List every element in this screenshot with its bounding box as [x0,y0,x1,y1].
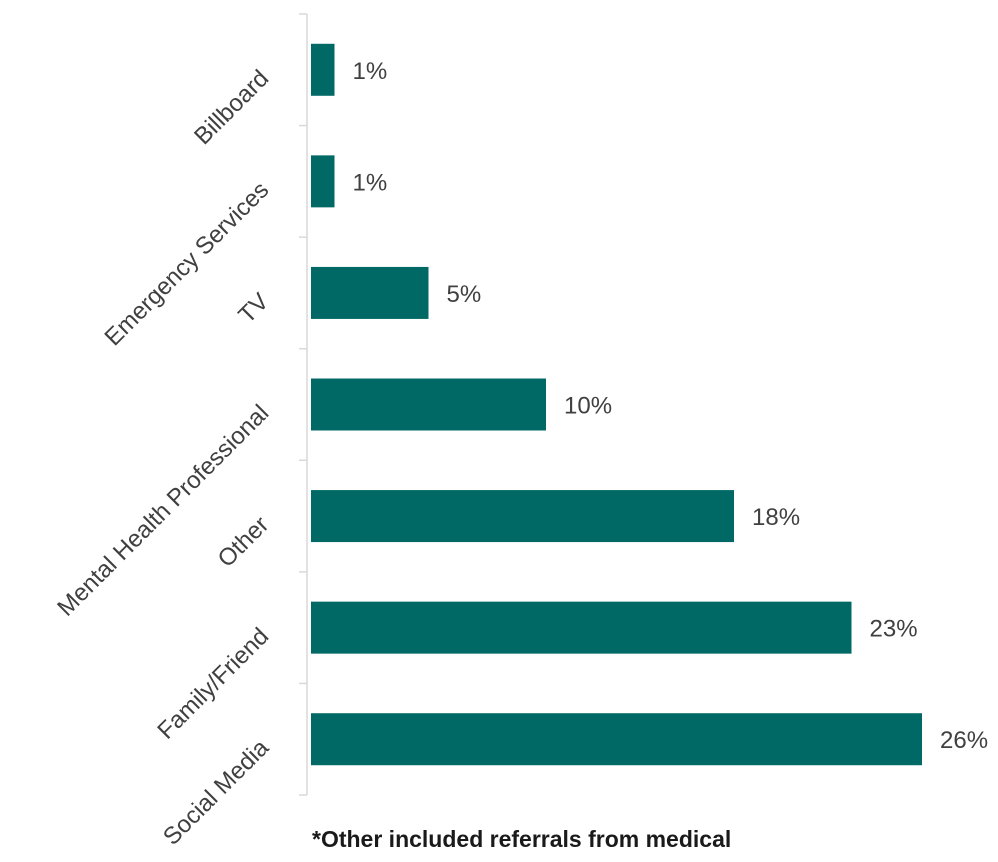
data-label: 18% [752,504,800,531]
bar [311,43,335,96]
data-label: 1% [353,169,388,196]
data-label: 5% [447,281,482,308]
data-label: 1% [353,58,388,85]
bar [311,713,922,766]
bar [311,378,546,431]
category-label: Billboard [189,65,274,150]
category-label: Social Media [158,734,275,851]
bar [311,601,852,654]
data-label: 26% [940,727,988,754]
category-label: Mental Health Professional [52,400,274,622]
category-label: Other [213,511,275,573]
data-label: 10% [564,393,612,420]
chart-footnote: *Other included referrals from medical [312,826,732,852]
bar [311,155,335,208]
category-label: Family/Friend [152,623,274,745]
data-labels-layer: 1% 1% 5% 10% 18% 23% 26% [353,58,989,754]
bar [311,490,734,543]
category-label: TV [233,288,274,329]
axis-layer [299,13,308,796]
bar [311,266,429,319]
data-label: 23% [870,616,918,643]
bars-layer [311,43,922,766]
